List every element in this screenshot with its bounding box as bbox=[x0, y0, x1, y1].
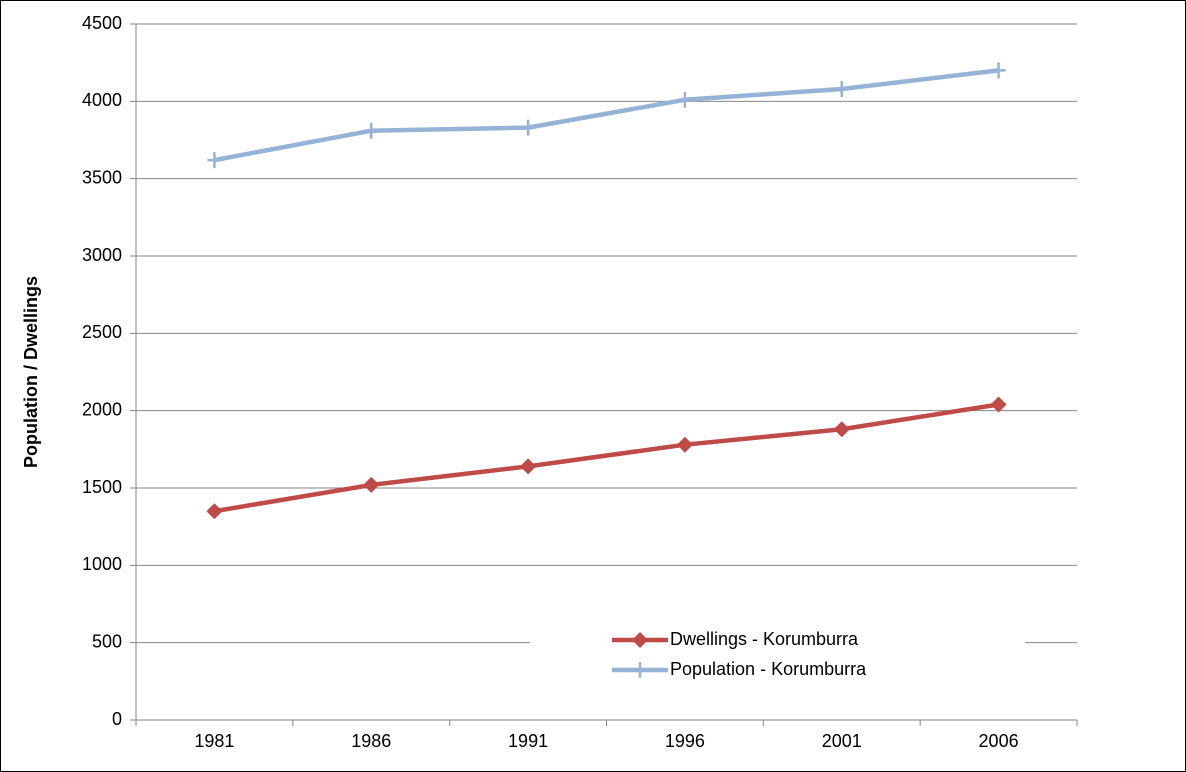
data-point bbox=[677, 91, 692, 108]
y-tick-label: 4500 bbox=[82, 13, 122, 33]
data-point bbox=[520, 458, 537, 475]
legend-box bbox=[530, 597, 1025, 705]
y-tick-label: 0 bbox=[112, 709, 122, 729]
data-point bbox=[521, 119, 536, 136]
y-tick-label: 1000 bbox=[82, 554, 122, 574]
y-tick-label: 1500 bbox=[82, 477, 122, 497]
y-tick-label: 2500 bbox=[82, 322, 122, 342]
x-tick-label: 1991 bbox=[508, 731, 548, 751]
series-line bbox=[214, 68, 999, 163]
y-tick-label: 3000 bbox=[82, 245, 122, 265]
data-point bbox=[833, 421, 850, 438]
legend-label: Population - Korumburra bbox=[670, 659, 867, 679]
data-point bbox=[990, 396, 1007, 413]
data-point bbox=[834, 80, 849, 97]
data-point bbox=[676, 436, 693, 453]
legend-label: Dwellings - Korumburra bbox=[670, 629, 859, 649]
y-axis-label: Population / Dwellings bbox=[21, 276, 41, 468]
x-tick-label: 1996 bbox=[665, 731, 705, 751]
data-point bbox=[363, 476, 380, 493]
data-point bbox=[206, 503, 223, 520]
x-tick-label: 1981 bbox=[194, 731, 234, 751]
legend: Dwellings - Korumburra Population - Korum… bbox=[530, 597, 1025, 705]
legend-marker bbox=[632, 632, 648, 648]
data-point bbox=[364, 122, 379, 139]
x-tick-label: 2001 bbox=[822, 731, 862, 751]
y-tick-label: 500 bbox=[92, 631, 122, 651]
x-tick-label: 2006 bbox=[979, 731, 1019, 751]
data-point bbox=[207, 152, 222, 169]
y-tick-label: 2000 bbox=[82, 399, 122, 419]
y-tick-label: 4000 bbox=[82, 90, 122, 110]
series-line bbox=[214, 402, 999, 514]
x-tick-label: 1986 bbox=[351, 731, 391, 751]
legend-marker bbox=[633, 662, 647, 678]
y-tick-label: 3500 bbox=[82, 167, 122, 187]
data-point bbox=[991, 62, 1006, 79]
